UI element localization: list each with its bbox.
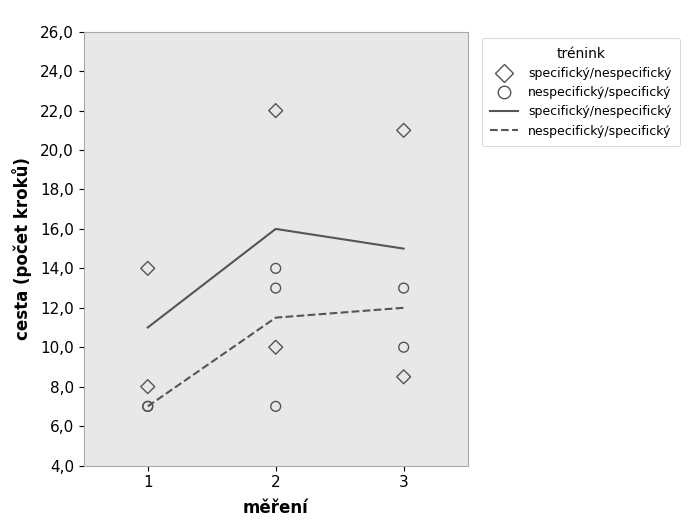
Point xyxy=(270,264,281,272)
Point xyxy=(142,402,154,411)
Point xyxy=(142,402,154,411)
Point xyxy=(270,402,281,411)
Point xyxy=(270,284,281,293)
Y-axis label: cesta (počet kroků): cesta (počet kroků) xyxy=(12,157,32,340)
Point xyxy=(270,106,281,115)
Point xyxy=(270,343,281,351)
Point xyxy=(398,343,409,351)
Point xyxy=(142,382,154,391)
Legend: specifický/nespecifický, nespecifický/specifický, specifický/nespecifický, nespe: specifický/nespecifický, nespecifický/sp… xyxy=(482,38,680,147)
Point xyxy=(398,126,409,134)
X-axis label: měření: měření xyxy=(243,498,309,517)
Point xyxy=(398,284,409,293)
Point xyxy=(142,264,154,272)
Point xyxy=(398,372,409,381)
